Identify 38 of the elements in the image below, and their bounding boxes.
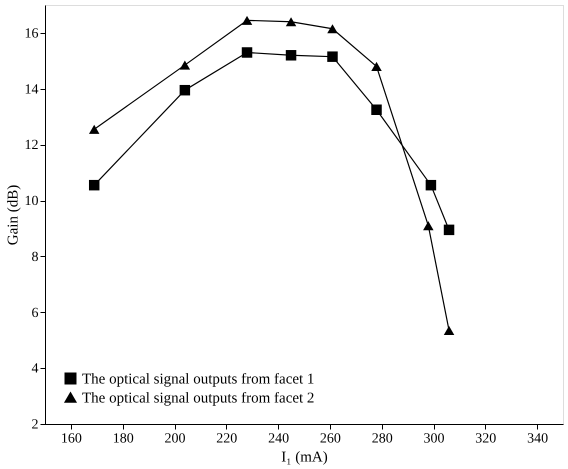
point (286, 50, 296, 61)
legend-label: The optical signal outputs from facet 1 (82, 372, 314, 388)
x-tick-label: 320 (475, 432, 496, 446)
point (426, 180, 436, 190)
y-tick-label: 12 (24, 138, 38, 154)
y-tick-label: 2 (32, 418, 38, 432)
y-tick-label: 16 (24, 26, 38, 42)
point (444, 224, 454, 236)
y-tick-label: 6 (32, 306, 38, 321)
x-tick-label: 240 (268, 432, 290, 446)
x-tick-label: 180 (112, 432, 134, 446)
point (327, 24, 338, 34)
x-tick-label: 260 (320, 432, 341, 446)
x-axis-title: I₁ (mA) (281, 450, 328, 466)
point (88, 124, 100, 134)
y-tick-label: 8 (32, 250, 38, 265)
point (242, 16, 252, 25)
point (242, 47, 252, 58)
point (327, 51, 338, 62)
x-tick-label: 300 (424, 432, 444, 446)
x-tick-label: 340 (527, 432, 548, 446)
point (286, 17, 296, 26)
x-tick-label: 220 (216, 432, 238, 446)
point (444, 326, 454, 335)
y-axis-title: Gain (dB) (6, 184, 22, 246)
point (180, 60, 190, 70)
x-tick-label: 280 (372, 432, 393, 446)
x-tick-label: 200 (164, 432, 186, 446)
y-tick-label: 10 (24, 194, 38, 210)
point (371, 104, 382, 115)
point (180, 84, 190, 96)
x-tick-label: 160 (60, 432, 82, 446)
legend-label: The optical signal outputs from facet 2 (82, 390, 314, 406)
point (88, 180, 100, 190)
y-tick-label: 14 (24, 82, 38, 98)
point (423, 221, 434, 230)
y-tick-label: 4 (32, 362, 38, 377)
point (371, 62, 382, 71)
